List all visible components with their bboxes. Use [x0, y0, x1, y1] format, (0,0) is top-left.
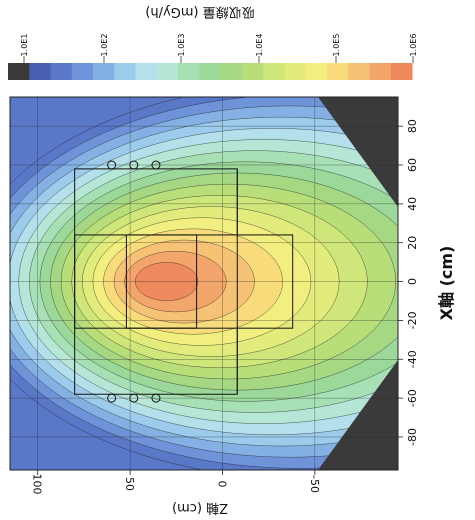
colorbar-bin [390, 63, 413, 80]
z-tick-label: -50 [308, 475, 321, 493]
z-tick-label: 0 [215, 481, 228, 488]
z-tick-label: 100 [31, 474, 44, 495]
colorbar-bin [71, 63, 94, 80]
colorbar-tick-label: 1.0E5 [332, 34, 341, 57]
colorbar-bin [114, 63, 137, 80]
below-range-region [318, 360, 398, 470]
colorbar-bin [263, 63, 285, 80]
grid [10, 97, 398, 470]
colorbar-tick-label: 1.0E6 [409, 34, 418, 57]
colorbar-bin [50, 63, 73, 80]
colorbar-tick-label: 1.0E4 [255, 34, 264, 57]
x-tick-label: 60 [406, 158, 419, 172]
colorbar-tick-label: 1.0E3 [177, 34, 186, 57]
colorbar-bin [199, 63, 222, 80]
x-tick-label: 80 [406, 119, 419, 133]
colorbar-bin [305, 63, 328, 80]
colorbar-ticks: 1.0E1 1.0E2 1.0E3 1.0E4 1.0E5 1.0E6 [20, 34, 418, 63]
colorbar-bin [220, 63, 243, 80]
x-tick-label: -40 [406, 350, 419, 368]
z-axis-ticks: 100 50 0 -50 [31, 470, 321, 495]
colorbar-bin [135, 63, 158, 80]
colorbar-bin [156, 63, 179, 80]
x-tick-label: 0 [406, 278, 419, 285]
plot-frame [9, 96, 399, 471]
colorbar-tick-label: 1.0E2 [100, 34, 109, 57]
colorbar-bin [369, 63, 392, 80]
colorbar-tick-label: 1.0E1 [20, 34, 29, 57]
colorbar-bin [241, 63, 264, 80]
x-tick-label: 40 [406, 197, 419, 211]
x-axis-ticks: 80 60 40 20 0 -20 -40 -60 -80 [398, 119, 419, 446]
x-tick-label: -80 [406, 428, 419, 446]
x-tick-label: 20 [406, 236, 419, 250]
colorbar-bin [348, 63, 370, 80]
colorbar-bin [326, 63, 349, 80]
colorbar-bin [178, 63, 200, 80]
colorbar-bin [29, 63, 52, 80]
colorbar-bin [93, 63, 115, 80]
z-axis-label: Z軸 (cm) [172, 500, 228, 515]
x-axis-label: X軸 (cm) [437, 246, 456, 321]
colorbar-title: 吸収線量 (mGy/h) [145, 4, 254, 20]
x-tick-label: -20 [406, 311, 419, 329]
colorbar-bin [8, 63, 30, 80]
colorbar-bin [284, 63, 307, 80]
x-tick-label: -60 [406, 389, 419, 407]
z-tick-label: 50 [123, 477, 136, 491]
colorbar [8, 63, 413, 80]
below-range-region [318, 97, 398, 207]
